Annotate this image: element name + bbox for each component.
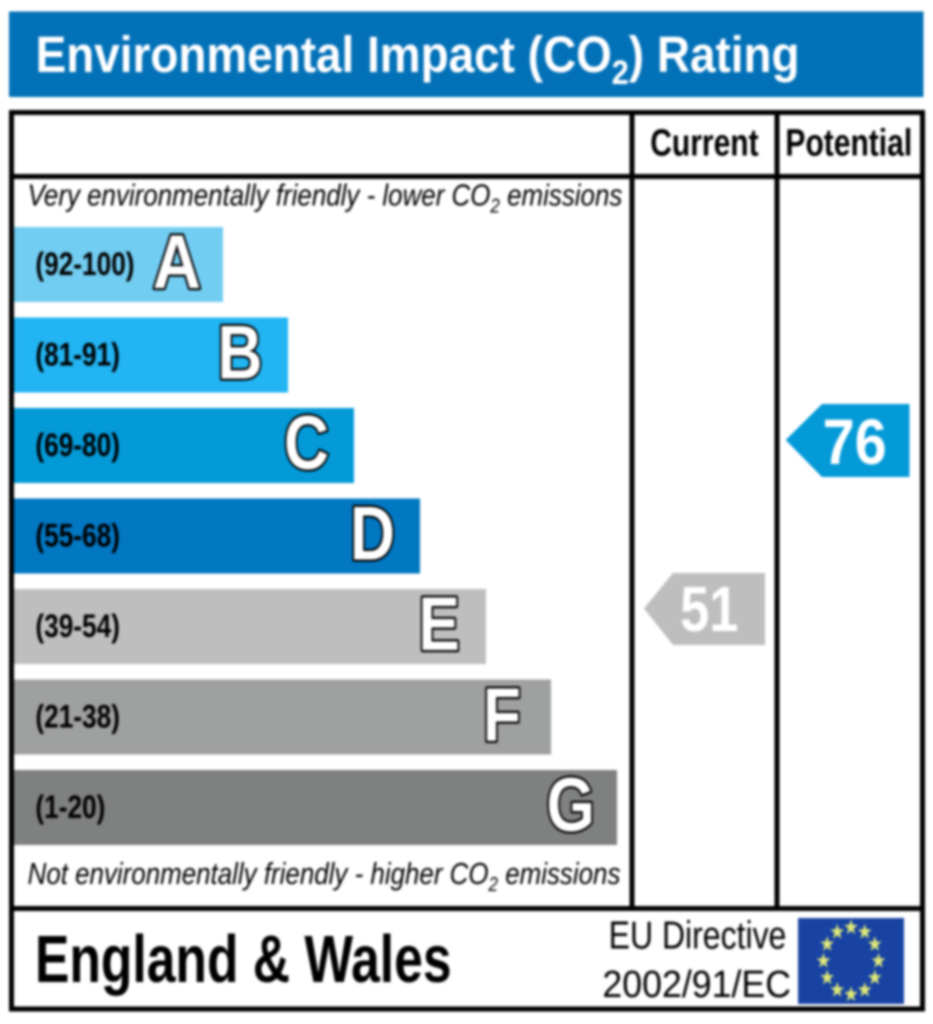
svg-text:Potential: Potential bbox=[785, 122, 912, 164]
svg-text:(92-100): (92-100) bbox=[35, 248, 134, 283]
svg-text:B: B bbox=[217, 310, 262, 395]
svg-text:(55-68): (55-68) bbox=[35, 519, 120, 554]
svg-text:EU Directive: EU Directive bbox=[609, 913, 787, 957]
svg-text:(21-38): (21-38) bbox=[35, 700, 120, 735]
svg-text:(1-20): (1-20) bbox=[35, 791, 105, 826]
svg-text:(39-54): (39-54) bbox=[35, 610, 120, 645]
svg-text:F: F bbox=[483, 672, 521, 757]
svg-text:Very environmentally friendly: Very environmentally friendly - lower CO… bbox=[28, 178, 623, 217]
svg-text:(81-91): (81-91) bbox=[35, 338, 120, 373]
svg-text:E: E bbox=[418, 581, 460, 666]
svg-text:England & Wales: England & Wales bbox=[35, 921, 452, 996]
svg-text:2002/91/EC: 2002/91/EC bbox=[602, 963, 791, 1005]
svg-text:(69-80): (69-80) bbox=[35, 429, 120, 464]
svg-text:Environmental Impact (CO2) Rat: Environmental Impact (CO2) Rating bbox=[36, 27, 800, 92]
svg-text:51: 51 bbox=[680, 574, 738, 645]
svg-text:76: 76 bbox=[823, 406, 887, 477]
svg-text:Not environmentally friendly -: Not environmentally friendly - higher CO… bbox=[28, 856, 621, 895]
svg-text:Current: Current bbox=[650, 122, 758, 164]
svg-text:A: A bbox=[153, 220, 201, 305]
svg-text:D: D bbox=[350, 491, 395, 576]
svg-text:C: C bbox=[284, 400, 329, 485]
svg-text:G: G bbox=[547, 762, 595, 847]
